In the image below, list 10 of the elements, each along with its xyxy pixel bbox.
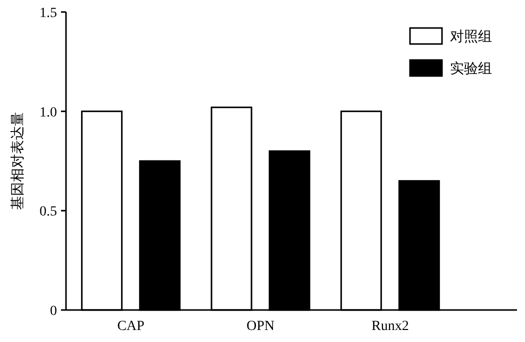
y-tick-label: 0 — [50, 304, 57, 319]
x-tick-label: Runx2 — [371, 319, 409, 334]
x-tick-label: OPN — [246, 319, 275, 334]
x-tick-label: CAP — [117, 319, 145, 334]
y-axis-title: 基因相对表达量 — [10, 112, 26, 210]
y-tick-label: 1.5 — [40, 6, 57, 21]
legend-label: 对照组 — [450, 29, 492, 45]
legend-label: 实验组 — [450, 61, 492, 77]
y-tick-label: 1.0 — [40, 105, 57, 120]
y-tick-label: 0.5 — [40, 204, 57, 220]
